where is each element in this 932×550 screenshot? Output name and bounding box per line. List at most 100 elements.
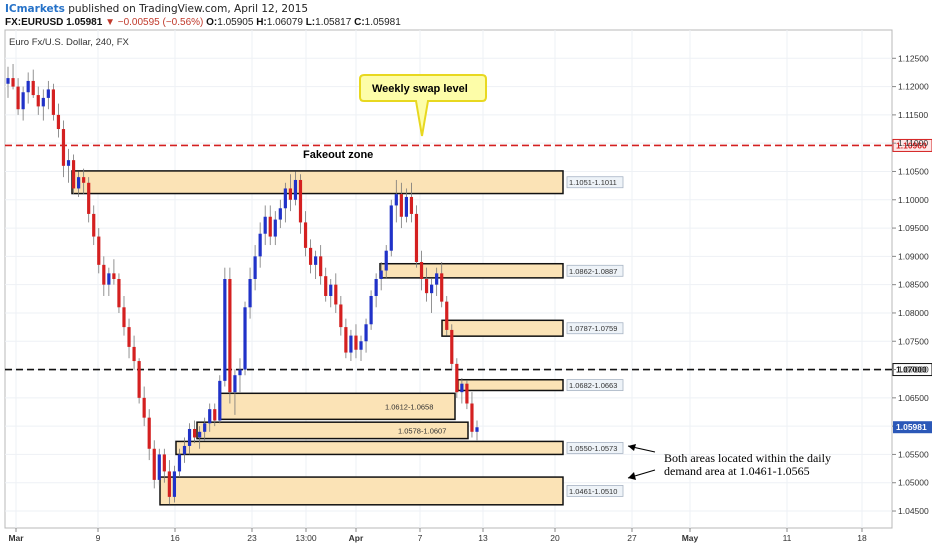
symbol-label[interactable]: FX:EURUSD [5, 17, 64, 28]
candle-bearish [127, 327, 131, 347]
both-areas-note-line1: Both areas located within the daily [664, 451, 831, 465]
x-tick-label: May [682, 533, 699, 543]
candle-bullish [21, 92, 25, 110]
x-tick-label: 9 [96, 533, 101, 543]
candle-bearish [162, 454, 166, 472]
candle-bullish [233, 375, 237, 393]
zone-label: 1.0612-1.0658 [385, 402, 433, 411]
candle-bearish [213, 409, 217, 421]
candle-bearish [470, 403, 474, 432]
candle-bearish [268, 216, 272, 237]
supply-demand-zone[interactable] [71, 170, 564, 195]
y-tick-label: 1.04500 [898, 506, 929, 516]
candle-bearish [445, 301, 449, 330]
low-value: 1.05817 [315, 17, 352, 28]
candle-bearish [288, 188, 293, 200]
zone-label: 1.0862-1.0887 [569, 267, 617, 276]
level-price-label: 1.10960 [896, 140, 927, 150]
open-value: 1.05905 [217, 17, 254, 28]
zone-label-box [566, 322, 624, 335]
candle-bearish [11, 78, 15, 87]
down-arrow-icon: ▼ [105, 17, 115, 28]
candle-bearish [424, 279, 429, 294]
candle-bearish [16, 86, 20, 110]
x-tick-label: 13:00 [295, 533, 317, 543]
candle-bearish [419, 262, 424, 279]
candle-bearish [137, 361, 141, 398]
candle-bullish [263, 216, 267, 234]
y-tick-label: 1.06500 [898, 393, 929, 403]
zone-label: 1.1051-1.1011 [569, 178, 617, 187]
candle-bearish [298, 179, 303, 223]
candle-bearish [303, 222, 308, 248]
candle-bearish [122, 307, 126, 328]
candle-bearish [71, 160, 76, 189]
candle-bullish [389, 205, 393, 251]
candle-bullish [41, 97, 45, 107]
candle-bullish [26, 80, 30, 93]
y-tick-label: 1.05500 [898, 449, 929, 459]
supply-demand-zone[interactable] [159, 476, 564, 506]
candle-bearish [450, 329, 454, 364]
candle-bullish [66, 160, 71, 166]
candle-bearish [87, 182, 91, 214]
arrow-head-icon [628, 444, 636, 451]
supply-demand-zone[interactable] [175, 440, 564, 456]
high-value: 1.06079 [266, 17, 303, 28]
publish-line: ICmarkets published on TradingView.com, … [5, 3, 308, 15]
candle-bearish [414, 213, 419, 263]
candle-bearish [465, 383, 469, 404]
candle-bearish [36, 95, 40, 107]
candle-bearish [92, 213, 96, 237]
x-tick-label: 16 [170, 533, 180, 543]
candle-bullish [329, 284, 333, 296]
supply-demand-zone[interactable] [457, 378, 564, 392]
y-tick-label: 1.11000 [898, 138, 928, 148]
supply-demand-zone[interactable] [219, 392, 456, 421]
y-tick-label: 1.09000 [898, 251, 929, 261]
close-label: C: [354, 17, 365, 28]
supply-demand-zone[interactable] [196, 421, 469, 440]
candle-bullish [460, 383, 464, 393]
close-value: 1.05981 [364, 17, 401, 28]
candle-bearish [319, 256, 323, 277]
candle-bullish [6, 78, 10, 84]
candle-bearish [82, 177, 86, 183]
candle-bullish [77, 177, 81, 189]
candle-bullish [248, 279, 252, 308]
candle-bearish [455, 363, 459, 393]
candle-bearish [31, 80, 35, 96]
candle-bearish [334, 284, 338, 305]
candle-bullish [177, 454, 182, 472]
candle-bullish [394, 194, 398, 206]
last-price: 1.05981 [66, 17, 103, 28]
zone-label-box [566, 485, 624, 497]
zone-label: 1.0578-1.0607 [398, 426, 446, 435]
x-tick-label: Apr [349, 533, 364, 543]
candle-bearish [409, 196, 414, 214]
open-label: O: [206, 17, 218, 28]
supply-demand-zone[interactable] [441, 319, 564, 337]
x-tick-label: 20 [550, 533, 560, 543]
candle-bearish [102, 264, 106, 285]
x-tick-label: 11 [783, 533, 792, 543]
y-tick-label: 1.09500 [898, 223, 929, 233]
publisher-name[interactable]: ICmarkets [5, 3, 65, 15]
candle-bullish [374, 279, 378, 296]
candle-bearish [132, 346, 136, 362]
candle-bearish [440, 273, 444, 302]
chart-header: ICmarkets published on TradingView.com, … [0, 0, 932, 30]
zone-label-box [566, 176, 624, 189]
last-price-label: 1.05981 [896, 422, 927, 432]
candle-bullish [384, 250, 388, 271]
candle-bearish [228, 279, 232, 393]
candle-bearish [147, 417, 151, 449]
candle-bearish [51, 89, 55, 115]
candle-bearish [167, 471, 171, 497]
ohlc-line: FX:EURUSD 1.05981 ▼ −0.00595 (−0.56%) O:… [5, 17, 401, 28]
candle-bullish [379, 270, 383, 279]
candle-bearish [399, 194, 403, 217]
supply-demand-zone[interactable] [379, 262, 564, 279]
candle-bullish [293, 179, 298, 200]
